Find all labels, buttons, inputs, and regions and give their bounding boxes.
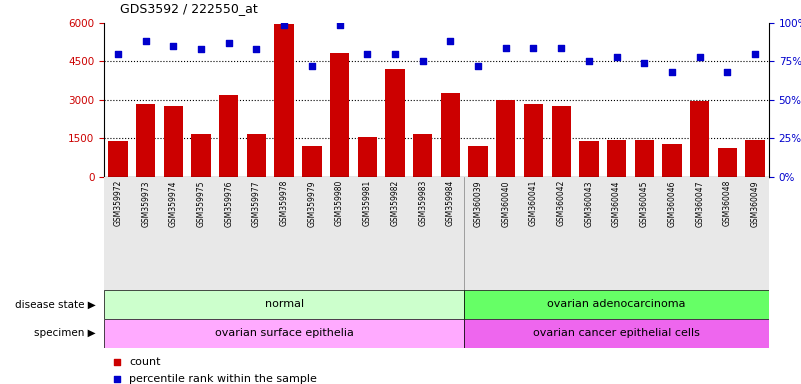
Bar <box>579 141 598 177</box>
Bar <box>247 134 266 177</box>
Bar <box>634 139 654 177</box>
Point <box>278 22 291 28</box>
Point <box>694 54 706 60</box>
Text: GSM359978: GSM359978 <box>280 180 288 227</box>
Point <box>333 22 346 28</box>
Text: GSM360048: GSM360048 <box>723 180 732 227</box>
Point <box>582 58 595 65</box>
Text: GSM360047: GSM360047 <box>695 180 704 227</box>
Bar <box>108 141 127 177</box>
Point <box>195 46 207 52</box>
Text: normal: normal <box>264 299 304 310</box>
Text: GSM360041: GSM360041 <box>529 180 538 227</box>
Bar <box>413 134 433 177</box>
Text: GSM359974: GSM359974 <box>169 180 178 227</box>
Point <box>444 38 457 45</box>
Text: GSM360039: GSM360039 <box>473 180 482 227</box>
Text: GSM359981: GSM359981 <box>363 180 372 226</box>
Point <box>499 45 512 51</box>
Text: GSM359983: GSM359983 <box>418 180 427 227</box>
Bar <box>552 106 571 177</box>
Bar <box>136 104 155 177</box>
Text: GSM360042: GSM360042 <box>557 180 566 227</box>
Text: GSM360040: GSM360040 <box>501 180 510 227</box>
Bar <box>607 139 626 177</box>
Bar <box>104 319 465 348</box>
Bar <box>385 69 405 177</box>
Text: GSM359977: GSM359977 <box>252 180 261 227</box>
Bar <box>357 137 377 177</box>
Point <box>749 51 762 57</box>
Bar <box>465 290 769 319</box>
Point <box>388 51 401 57</box>
Text: ovarian surface epithelia: ovarian surface epithelia <box>215 328 353 338</box>
Bar <box>330 53 349 177</box>
Text: ovarian cancer epithelial cells: ovarian cancer epithelial cells <box>533 328 700 338</box>
Text: ovarian adenocarcinoma: ovarian adenocarcinoma <box>547 299 686 310</box>
Text: GSM360044: GSM360044 <box>612 180 621 227</box>
Bar <box>690 101 710 177</box>
Bar <box>496 100 516 177</box>
Point <box>417 58 429 65</box>
Point <box>527 45 540 51</box>
Bar <box>662 144 682 177</box>
Text: GSM360049: GSM360049 <box>751 180 759 227</box>
Text: GSM360045: GSM360045 <box>640 180 649 227</box>
Point <box>555 45 568 51</box>
Bar <box>746 139 765 177</box>
Bar <box>219 95 239 177</box>
Point <box>638 60 650 66</box>
Point <box>610 54 623 60</box>
Point <box>111 51 124 57</box>
Point <box>223 40 235 46</box>
Point <box>167 43 179 49</box>
Text: percentile rank within the sample: percentile rank within the sample <box>130 374 317 384</box>
Text: specimen ▶: specimen ▶ <box>34 328 96 338</box>
Text: GDS3592 / 222550_at: GDS3592 / 222550_at <box>120 2 258 15</box>
Text: count: count <box>130 357 161 367</box>
Text: GSM359976: GSM359976 <box>224 180 233 227</box>
Bar <box>275 24 294 177</box>
Text: disease state ▶: disease state ▶ <box>15 299 96 310</box>
Point <box>250 46 263 52</box>
Point <box>551 146 564 152</box>
Bar <box>469 146 488 177</box>
Point <box>139 38 152 45</box>
Bar <box>191 134 211 177</box>
Text: GSM359973: GSM359973 <box>141 180 150 227</box>
Text: GSM359979: GSM359979 <box>308 180 316 227</box>
Point <box>551 303 564 309</box>
Text: GSM360043: GSM360043 <box>585 180 594 227</box>
Text: GSM359975: GSM359975 <box>196 180 206 227</box>
Point <box>361 51 374 57</box>
Point <box>666 69 678 75</box>
Bar <box>104 290 465 319</box>
Text: GSM360046: GSM360046 <box>667 180 677 227</box>
Point <box>305 63 318 69</box>
Bar <box>441 93 460 177</box>
Bar <box>302 146 321 177</box>
Bar <box>718 148 737 177</box>
Text: GSM359982: GSM359982 <box>391 180 400 226</box>
Text: GSM359984: GSM359984 <box>446 180 455 227</box>
Text: GSM359980: GSM359980 <box>335 180 344 227</box>
Text: GSM359972: GSM359972 <box>114 180 123 227</box>
Bar <box>163 106 183 177</box>
Bar <box>524 104 543 177</box>
Point <box>472 63 485 69</box>
Bar <box>465 319 769 348</box>
Point <box>721 69 734 75</box>
